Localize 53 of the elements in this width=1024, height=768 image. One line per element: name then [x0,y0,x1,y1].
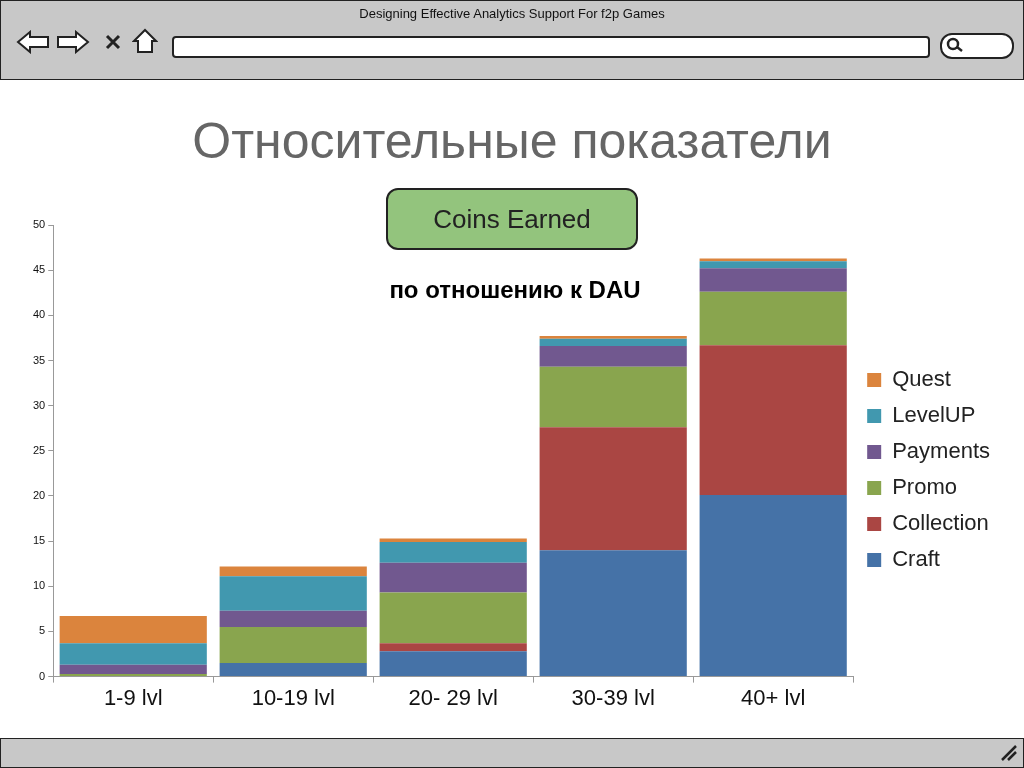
bar [539,338,687,347]
y-tick-label: 50 [32,218,46,231]
x-tick-label: 30-39 lvl [571,684,655,710]
bar [539,366,687,428]
bar [219,610,367,627]
bar [699,268,847,292]
legend-label: Payments [892,438,991,464]
bar [699,345,847,496]
y-tick-label: 35 [32,353,46,366]
y-tick-label: 0 [39,669,46,682]
bar [219,576,367,611]
bar [699,258,847,262]
bar [539,550,687,677]
chart-title: Относительные показатели [191,112,833,170]
y-tick-label: 45 [32,263,46,276]
bar [379,651,527,677]
y-tick-label: 40 [32,308,46,321]
x-tick-label: 1-9 lvl [103,684,163,710]
y-tick-label: 15 [32,534,46,547]
legend-label: Collection [892,510,989,536]
bar [219,626,367,664]
bar [379,538,527,543]
bar [539,346,687,367]
x-tick-label: 20- 29 lvl [408,684,498,710]
bar [539,336,687,339]
y-tick-label: 10 [32,579,46,592]
bar [379,542,527,563]
bar [539,427,687,551]
bar [59,643,207,665]
bar [59,673,207,677]
rounded-label-box: Coins Earned [386,188,638,250]
x-tick-label: 10-19 lvl [251,684,335,710]
annotation: по отношению к DAU [388,276,642,304]
y-tick-label: 30 [32,398,46,411]
bar [219,566,367,577]
x-tick-label: 40+ lvl [741,684,806,710]
legend-label: Quest [892,366,951,392]
bar [379,643,527,652]
legend-label: LevelUP [892,402,976,428]
bar [699,291,847,346]
y-tick-label: 5 [39,624,46,637]
legend-label: Promo [892,474,957,500]
bar [59,664,207,674]
bar [59,616,207,644]
y-tick-label: 25 [32,443,46,456]
text: Designing Effective Analytics Support For f2p Games [358,6,666,21]
bar [379,592,527,644]
bar [379,562,527,593]
y-tick-label: 20 [32,488,46,501]
legend-label: Craft [892,546,940,572]
bar [699,261,847,269]
bar [219,663,367,677]
bar [699,495,847,677]
